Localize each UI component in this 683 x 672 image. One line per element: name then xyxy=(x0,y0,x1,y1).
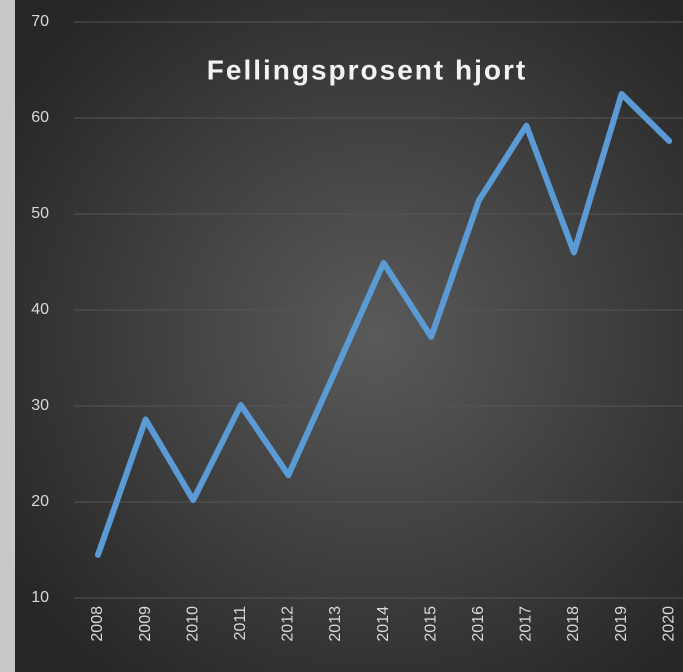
x-tick-label: 2020 xyxy=(660,606,677,642)
chart-title: Fellingsprosent hjort xyxy=(207,54,527,85)
x-tick-label: 2016 xyxy=(470,606,487,642)
x-tick-label: 2009 xyxy=(137,606,154,642)
x-tick-label: 2018 xyxy=(565,606,582,642)
x-tick-label: 2014 xyxy=(375,606,392,642)
y-tick-label: 40 xyxy=(31,301,49,318)
y-tick-label: 10 xyxy=(31,589,49,606)
x-tick-label: 2019 xyxy=(613,606,630,642)
x-tick-label: 2017 xyxy=(518,606,535,642)
y-tick-label: 60 xyxy=(31,109,49,126)
y-tick-label: 70 xyxy=(31,13,49,30)
x-tick-label: 2012 xyxy=(280,606,297,642)
side-strip xyxy=(0,0,15,672)
x-tick-label: 2013 xyxy=(327,606,344,642)
x-tick-label: 2008 xyxy=(89,606,106,642)
y-tick-label: 50 xyxy=(31,205,49,222)
line-series xyxy=(95,91,673,558)
x-tick-label: 2015 xyxy=(422,606,439,642)
y-tick-label: 30 xyxy=(31,397,49,414)
x-tick-label: 2011 xyxy=(232,606,249,641)
x-tick-label: 2010 xyxy=(184,606,201,642)
y-tick-label: 20 xyxy=(31,493,49,510)
